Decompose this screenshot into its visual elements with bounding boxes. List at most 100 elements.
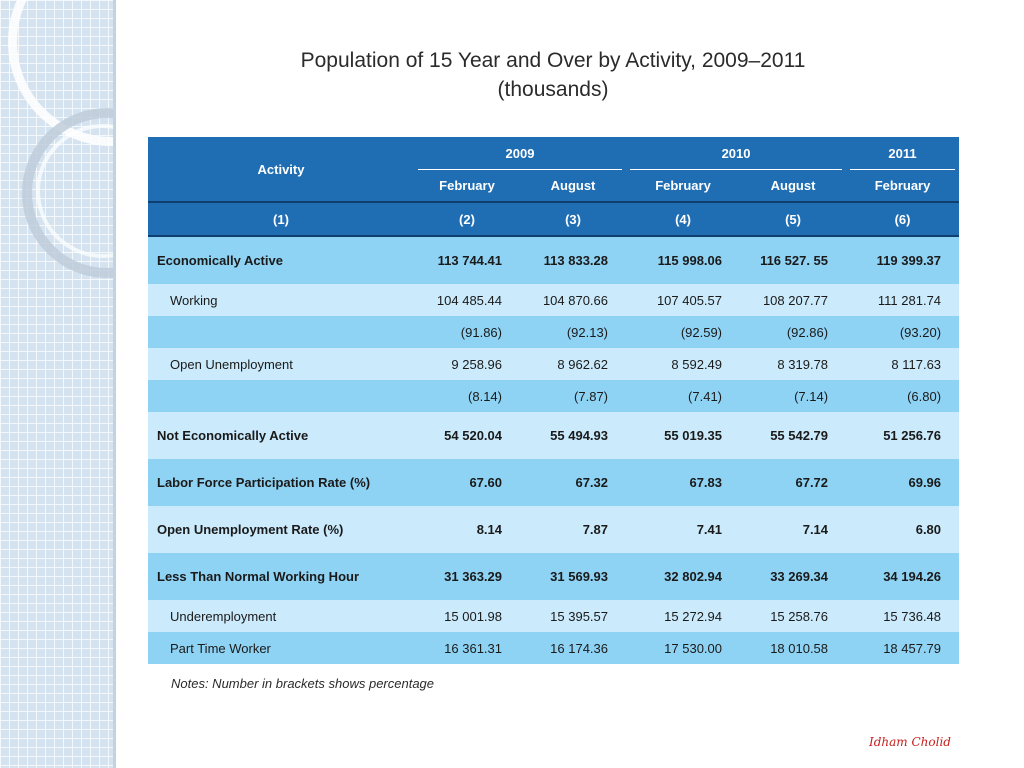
table-cell: 67.83 [626,459,741,506]
month-header: August [520,170,627,202]
table-cell: (92.59) [626,316,741,348]
table-row: Less Than Normal Working Hour 31 363.29 … [148,553,960,600]
table-cell: 15 736.48 [846,600,960,632]
table-cell: 8 117.63 [846,348,960,380]
column-number: (5) [740,201,847,237]
table-row: Working 104 485.44 104 870.66 107 405.57… [148,284,960,316]
row-label: Open Unemployment Rate (%) [148,506,414,553]
table-cell: 15 395.57 [520,600,627,632]
year-header-2009: 2009 [414,137,627,170]
table-cell: (92.13) [520,316,627,348]
month-header: February [846,170,960,202]
column-number: (4) [626,201,741,237]
table-cell: 8 319.78 [740,348,847,380]
table-cell: 111 281.74 [846,284,960,316]
header-column-number-row: (1) (2) (3) (4) (5) (6) [148,201,960,237]
table-row: (91.86) (92.13) (92.59) (92.86) (93.20) [148,316,960,348]
table-cell: 7.87 [520,506,627,553]
column-number: (2) [414,201,520,237]
table-cell: 34 194.26 [846,553,960,600]
table-cell: 8 962.62 [520,348,627,380]
table-cell: (7.87) [520,380,627,412]
population-activity-table: Activity 2009 2010 2011 February August … [148,137,960,664]
header-month-row: February August February August February [148,170,960,202]
table-cell: (7.14) [740,380,847,412]
table-cell: 17 530.00 [626,632,741,664]
table-cell: 115 998.06 [626,236,741,284]
header-year-row: Activity 2009 2010 2011 [148,137,960,202]
month-header: February [414,170,520,202]
table-cell: 15 272.94 [626,600,741,632]
table-cell: (92.86) [740,316,847,348]
table-cell: (6.80) [846,380,960,412]
year-header-2010: 2010 [626,137,847,170]
table-cell: 108 207.77 [740,284,847,316]
author-signature: Idham Cholid [869,735,951,749]
table-cell: 107 405.57 [626,284,741,316]
table-cell: 15 001.98 [414,600,520,632]
table-cell: 33 269.34 [740,553,847,600]
table-cell: 7.14 [740,506,847,553]
table-cell: (91.86) [414,316,520,348]
slide-title: Population of 15 Year and Over by Activi… [200,46,906,104]
row-label: Underemployment [148,600,414,632]
table-row: Labor Force Participation Rate (%) 67.60… [148,459,960,506]
side-panel-edge [113,0,116,768]
table-cell: (7.41) [626,380,741,412]
row-label: Open Unemployment [148,348,414,380]
table-row: (8.14) (7.87) (7.41) (7.14) (6.80) [148,380,960,412]
row-label [148,380,414,412]
table-cell: 15 258.76 [740,600,847,632]
table-cell: 67.72 [740,459,847,506]
table-row: Economically Active 113 744.41 113 833.2… [148,236,960,284]
month-header: February [626,170,741,202]
row-label: Not Economically Active [148,412,414,459]
table-cell: 55 494.93 [520,412,627,459]
table-cell: 51 256.76 [846,412,960,459]
table-cell: 113 744.41 [414,236,520,284]
table-cell: 9 258.96 [414,348,520,380]
table-cell: 8.14 [414,506,520,553]
table-cell: 18 010.58 [740,632,847,664]
row-label: Labor Force Participation Rate (%) [148,459,414,506]
table-cell: (93.20) [846,316,960,348]
table-cell: 16 174.36 [520,632,627,664]
table-notes: Notes: Number in brackets shows percenta… [171,676,435,691]
table-cell: (8.14) [414,380,520,412]
column-number: (6) [846,201,960,237]
column-number: (3) [520,201,627,237]
table-cell: 104 485.44 [414,284,520,316]
table-cell: 67.32 [520,459,627,506]
row-label: Part Time Worker [148,632,414,664]
table-cell: 31 363.29 [414,553,520,600]
table-cell: 8 592.49 [626,348,741,380]
table-row: Open Unemployment 9 258.96 8 962.62 8 59… [148,348,960,380]
table-cell: 113 833.28 [520,236,627,284]
year-header-2011: 2011 [846,137,960,170]
table-cell: 116 527. 55 [740,236,847,284]
table-cell: 16 361.31 [414,632,520,664]
title-line-1: Population of 15 Year and Over by Activi… [300,49,806,72]
row-label: Working [148,284,414,316]
table-cell: 54 520.04 [414,412,520,459]
table-cell: 104 870.66 [520,284,627,316]
table-row: Not Economically Active 54 520.04 55 494… [148,412,960,459]
table-cell: 55 542.79 [740,412,847,459]
activity-header: Activity [148,137,414,202]
table-cell: 67.60 [414,459,520,506]
table-row: Part Time Worker 16 361.31 16 174.36 17 … [148,632,960,664]
row-label: Less Than Normal Working Hour [148,553,414,600]
column-number: (1) [148,201,414,237]
table-cell: 18 457.79 [846,632,960,664]
table-cell: 55 019.35 [626,412,741,459]
title-line-2: (thousands) [497,78,609,101]
decorative-side-panel [0,0,113,768]
row-label [148,316,414,348]
table-cell: 7.41 [626,506,741,553]
table-cell: 31 569.93 [520,553,627,600]
table-row: Open Unemployment Rate (%) 8.14 7.87 7.4… [148,506,960,553]
table-cell: 119 399.37 [846,236,960,284]
month-header: August [740,170,847,202]
table-row: Underemployment 15 001.98 15 395.57 15 2… [148,600,960,632]
table-cell: 69.96 [846,459,960,506]
